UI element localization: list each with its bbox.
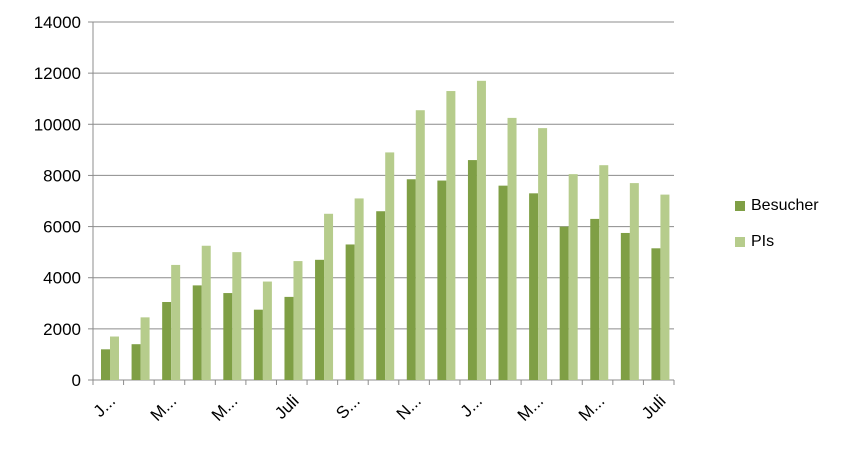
y-tick-label: 2000 xyxy=(43,320,81,339)
bar-pis xyxy=(324,213,334,380)
bar-besucher xyxy=(284,296,294,380)
bar-besucher xyxy=(131,344,141,380)
bar-pis xyxy=(599,165,609,380)
bar-besucher xyxy=(620,232,630,380)
legend-item-besucher: Besucher xyxy=(735,196,819,216)
legend-swatch-pis xyxy=(735,237,745,247)
x-tick-label: S... xyxy=(332,391,363,422)
legend-label-pis: PIs xyxy=(751,233,775,250)
bar-pis xyxy=(568,174,578,380)
bar-besucher xyxy=(529,193,539,380)
bar-pis xyxy=(140,317,150,380)
bar-besucher xyxy=(376,211,386,380)
bar-besucher xyxy=(253,309,263,380)
bar-pis xyxy=(201,245,211,380)
bar-besucher xyxy=(437,180,447,380)
bar-besucher xyxy=(315,259,325,380)
bar-pis xyxy=(262,281,272,380)
y-tick-label: 14000 xyxy=(34,13,81,32)
x-tick-label: Juli xyxy=(638,391,669,422)
bar-besucher xyxy=(406,179,416,380)
y-tick-label: 8000 xyxy=(43,166,81,185)
y-tick-label: 10000 xyxy=(34,115,81,134)
bar-besucher xyxy=(192,285,202,380)
x-tick-label: J... xyxy=(457,391,486,420)
bar-besucher xyxy=(651,248,661,380)
bar-pis xyxy=(293,261,303,380)
y-tick-label: 6000 xyxy=(43,218,81,237)
bar-pis xyxy=(446,91,456,381)
x-tick-label: Juli xyxy=(271,391,302,422)
bar-pis xyxy=(415,110,425,380)
x-tick-label: N... xyxy=(393,391,425,423)
bar-pis xyxy=(110,336,119,380)
bar-besucher xyxy=(498,185,508,380)
legend-swatch-besucher xyxy=(735,201,745,211)
y-tick-label: 0 xyxy=(72,371,81,390)
bar-pis xyxy=(507,117,517,381)
bar-besucher xyxy=(559,226,569,380)
bar-pis xyxy=(629,183,639,380)
bar-besucher xyxy=(101,349,110,380)
x-tick-label: M... xyxy=(575,391,608,424)
bar-besucher xyxy=(223,293,233,380)
x-tick-label: M... xyxy=(514,391,547,424)
legend-item-pis: PIs xyxy=(735,232,819,252)
legend-label-besucher: Besucher xyxy=(751,197,819,214)
bar-besucher xyxy=(467,160,477,380)
bar-pis xyxy=(660,194,670,380)
bar-besucher xyxy=(345,244,355,380)
x-tick-label: J... xyxy=(90,391,119,420)
x-tick-label: M... xyxy=(147,391,180,424)
bar-pis xyxy=(354,198,364,380)
bar-pis xyxy=(385,152,395,380)
y-tick-label: 12000 xyxy=(34,64,81,83)
bar-pis xyxy=(232,252,242,380)
y-tick-label: 4000 xyxy=(43,269,81,288)
bar-pis xyxy=(476,80,486,381)
bar-pis xyxy=(538,128,548,380)
bar-besucher xyxy=(162,302,172,380)
legend: Besucher PIs xyxy=(735,196,819,268)
bar-besucher xyxy=(590,218,600,380)
bar-pis xyxy=(171,264,181,380)
x-tick-label: M... xyxy=(208,391,241,424)
